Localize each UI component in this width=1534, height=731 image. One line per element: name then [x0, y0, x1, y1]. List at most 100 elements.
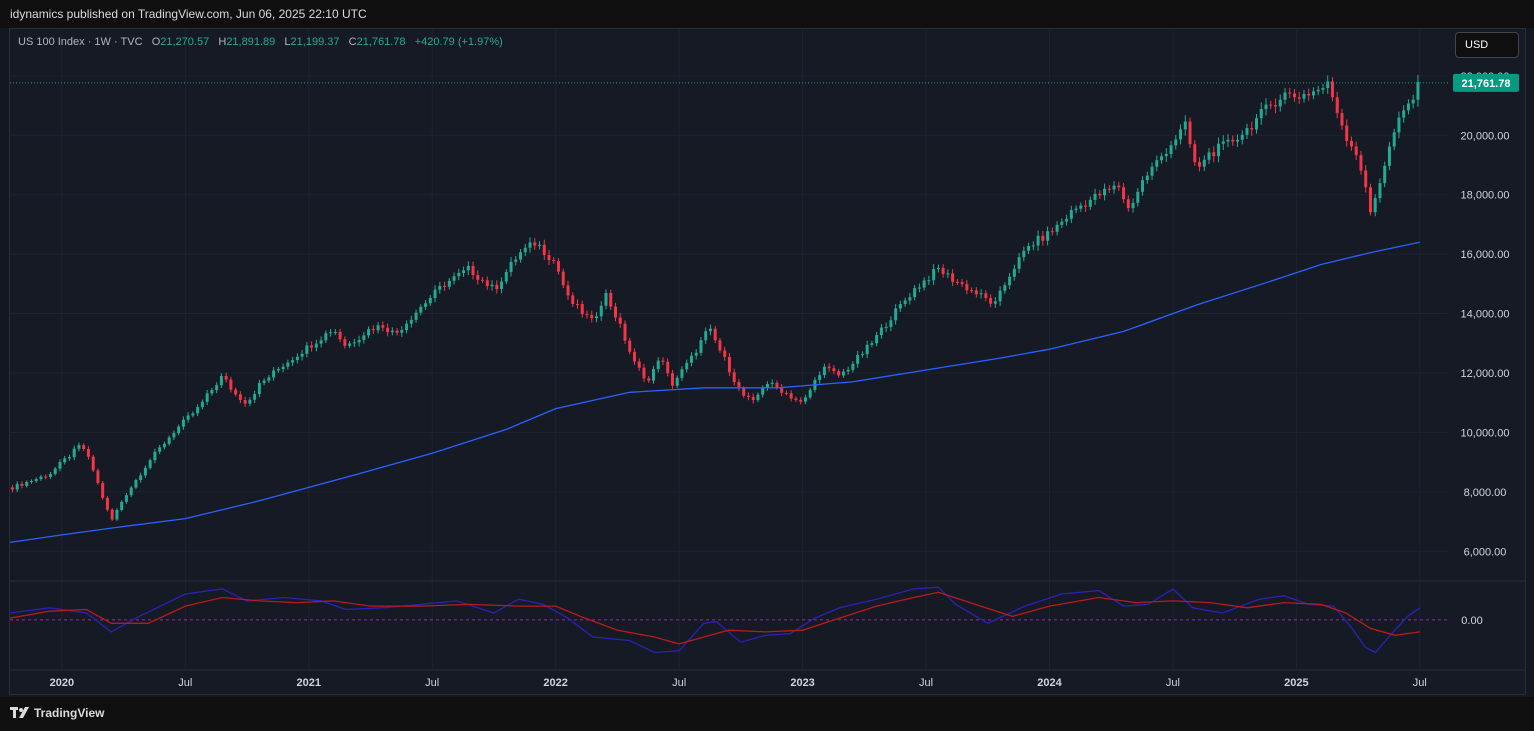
candle-body: [732, 372, 736, 383]
candle-body: [44, 476, 48, 478]
time-tick-label: 2024: [1037, 677, 1062, 689]
candle-body: [675, 377, 679, 386]
time-tick-label: Jul: [919, 677, 933, 689]
candle-body: [1307, 93, 1311, 96]
candle-body: [542, 244, 546, 255]
candle-body: [1397, 117, 1401, 133]
currency-button[interactable]: USD: [1455, 32, 1519, 58]
candle-body: [1378, 183, 1382, 199]
candle-body: [319, 340, 323, 344]
candle-body: [1278, 99, 1282, 107]
candle-body: [224, 375, 228, 380]
candle-body: [699, 340, 703, 353]
candle-body: [72, 448, 76, 458]
candle-body: [1416, 81, 1420, 100]
candle-body: [447, 280, 451, 287]
candle-body: [34, 479, 38, 482]
candle-body: [333, 331, 337, 333]
candle-body: [186, 415, 190, 420]
candle-body: [746, 395, 750, 397]
candle-body: [248, 399, 252, 404]
candle-body: [1022, 250, 1026, 258]
time-tick-label: Jul: [425, 677, 439, 689]
candle-body: [1088, 199, 1092, 207]
candle-body: [599, 305, 603, 317]
candle-body: [680, 369, 684, 378]
candle-body: [727, 356, 731, 373]
candle-body: [1349, 140, 1353, 147]
time-tick-label: 2020: [50, 677, 74, 689]
publisher-bar: idynamics published on TradingView.com, …: [0, 0, 1534, 28]
price-tick-label: 12,000.00: [1461, 368, 1510, 380]
candle-body: [1316, 89, 1320, 92]
candle-body: [590, 315, 594, 319]
candle-body: [29, 481, 33, 483]
candle-body: [827, 366, 831, 369]
candle-body: [1383, 165, 1387, 184]
candle-body: [756, 394, 760, 401]
candle-body: [343, 339, 347, 346]
candle-body: [538, 244, 542, 246]
candle-body: [557, 261, 561, 272]
candle-body: [993, 301, 997, 304]
candle-body: [1179, 129, 1183, 140]
candle-body: [466, 266, 470, 271]
candle-body: [946, 273, 950, 275]
candle-body: [409, 319, 413, 324]
candle-body: [362, 335, 366, 340]
candle-body: [471, 266, 475, 276]
candle-body: [604, 293, 608, 306]
candle-body: [272, 370, 276, 378]
oscillator-slow-line: [9, 591, 1420, 645]
candle-body: [433, 289, 437, 298]
time-tick-label: Jul: [672, 677, 686, 689]
candle-body: [903, 300, 907, 305]
candle-body: [1340, 113, 1344, 126]
candle-body: [348, 343, 352, 346]
change-value: +420.79 (+1.97%): [414, 36, 503, 48]
candle-body: [860, 354, 864, 356]
candle-body: [338, 331, 342, 340]
candle-body: [428, 297, 432, 304]
time-tick-label: 2023: [790, 677, 814, 689]
candle-body: [1103, 188, 1107, 196]
time-tick-label: Jul: [1413, 677, 1427, 689]
candle-body: [1392, 132, 1396, 147]
candle-body: [281, 366, 285, 370]
brand-name: TradingView: [34, 706, 105, 720]
high-value: 21,891.89: [226, 36, 276, 48]
candle-body: [310, 345, 314, 348]
candle-body: [1359, 155, 1363, 171]
candle-body: [1065, 218, 1069, 222]
candle-body: [1126, 199, 1130, 209]
candle-body: [879, 327, 883, 336]
candle-body: [162, 443, 166, 448]
candle-body: [1188, 121, 1192, 145]
candle-body: [129, 487, 133, 496]
candle-body: [908, 297, 912, 301]
candle-body: [998, 290, 1002, 302]
candle-body: [481, 279, 485, 281]
candle-body: [395, 330, 399, 333]
candle-body: [718, 340, 722, 351]
candle-body: [39, 476, 43, 480]
time-tick-label: Jul: [178, 677, 192, 689]
candle-body: [276, 369, 280, 371]
candle-body: [670, 373, 674, 386]
candle-body: [898, 304, 902, 309]
candle-body: [1202, 159, 1206, 167]
chart-frame[interactable]: [9, 28, 1526, 695]
candle-body: [1055, 224, 1059, 232]
low-value: 21,199.37: [290, 36, 340, 48]
candle-body: [1174, 139, 1178, 146]
price-tick-label: 14,000.00: [1461, 309, 1510, 321]
candle-body: [519, 252, 523, 260]
candle-body: [941, 267, 945, 275]
candle-body: [1012, 268, 1016, 277]
candle-body: [794, 398, 798, 400]
candle-body: [134, 479, 138, 488]
candle-body: [53, 468, 57, 474]
candle-body: [936, 267, 940, 270]
candle-body: [324, 333, 328, 341]
